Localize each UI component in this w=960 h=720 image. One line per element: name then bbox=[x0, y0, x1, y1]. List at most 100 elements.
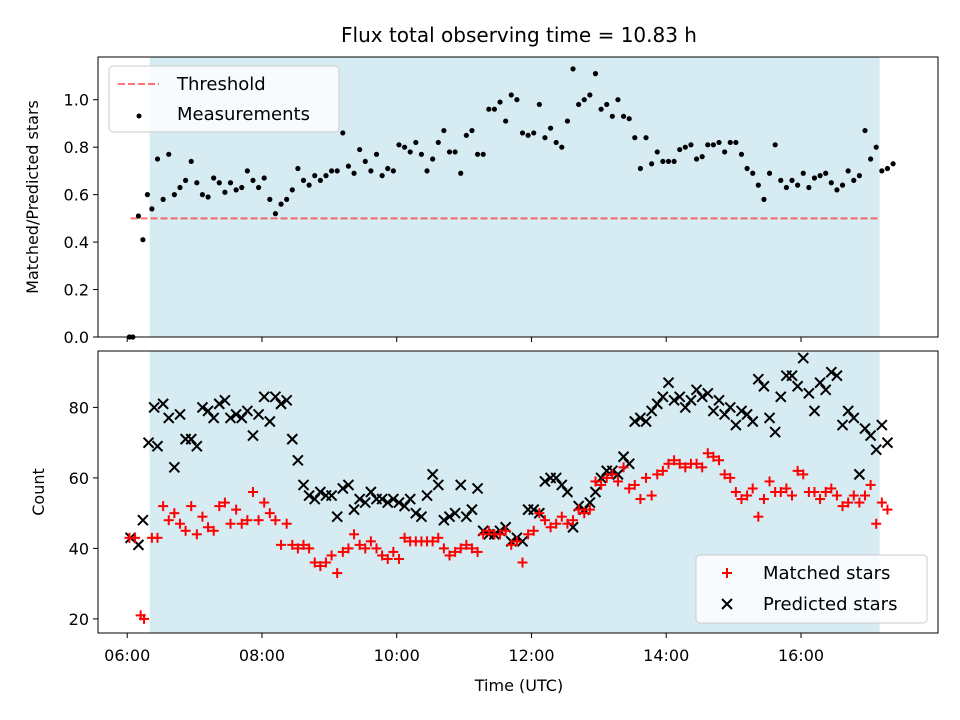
matched-point bbox=[826, 483, 837, 494]
matched-point bbox=[562, 518, 573, 529]
matched-point bbox=[876, 497, 887, 508]
measurement-point bbox=[576, 101, 582, 108]
x-stroke bbox=[353, 493, 366, 505]
predicted-point bbox=[157, 398, 169, 410]
x-stroke bbox=[449, 507, 461, 519]
predicted-point bbox=[247, 429, 259, 442]
x-stroke bbox=[870, 443, 882, 456]
x-stroke bbox=[881, 436, 894, 449]
predicted-point bbox=[819, 384, 832, 396]
x-stroke bbox=[645, 405, 658, 417]
measurement-point bbox=[665, 158, 672, 165]
x-stroke bbox=[741, 408, 753, 421]
legend-plus-marker bbox=[722, 568, 732, 578]
matched-point bbox=[152, 532, 163, 543]
measurement-point bbox=[469, 127, 475, 134]
matched-point bbox=[231, 504, 242, 515]
x-stroke bbox=[662, 377, 675, 389]
count-axes-frame bbox=[97, 350, 939, 634]
predicted-point bbox=[230, 408, 242, 421]
measurement-point bbox=[295, 165, 301, 172]
matched-point bbox=[775, 487, 786, 497]
ratio-y-tick-label: 0.0 bbox=[64, 328, 89, 347]
x-stroke bbox=[848, 412, 860, 424]
x-stroke bbox=[864, 429, 877, 442]
x-stroke bbox=[836, 419, 849, 431]
matched-point bbox=[225, 518, 236, 529]
measurement-point bbox=[491, 106, 498, 112]
predicted-points bbox=[124, 352, 894, 551]
matched-point bbox=[506, 539, 517, 550]
ratio-y-tick-label: 0.8 bbox=[64, 138, 89, 157]
x-stroke bbox=[185, 433, 197, 445]
predicted-point bbox=[398, 500, 411, 512]
predicted-point bbox=[848, 412, 860, 424]
predicted-point bbox=[769, 426, 781, 438]
x-stroke bbox=[831, 369, 843, 382]
x-stroke bbox=[314, 486, 327, 498]
measurement-point bbox=[693, 156, 700, 162]
x-stroke bbox=[297, 479, 310, 491]
x-stroke bbox=[819, 384, 832, 396]
measurement-points bbox=[126, 66, 896, 340]
x-stroke bbox=[696, 391, 708, 403]
predicted-point bbox=[808, 405, 821, 417]
measurement-point bbox=[722, 149, 728, 155]
matched-point bbox=[180, 525, 191, 536]
predicted-point bbox=[870, 443, 882, 456]
measurement-point bbox=[362, 158, 368, 165]
matched-point bbox=[641, 472, 652, 483]
matched-point bbox=[517, 557, 528, 568]
measurement-point bbox=[789, 177, 795, 183]
predicted-point bbox=[365, 486, 377, 498]
x-stroke bbox=[269, 391, 282, 403]
predicted-point bbox=[202, 405, 214, 417]
matched-point bbox=[270, 515, 281, 526]
predicted-point bbox=[471, 482, 484, 495]
matched-point bbox=[809, 487, 820, 497]
measurement-point bbox=[643, 135, 649, 141]
matched-point bbox=[714, 455, 725, 466]
matched-point bbox=[523, 529, 534, 540]
matched-point bbox=[837, 501, 848, 512]
x-stroke bbox=[797, 352, 809, 364]
count-x-tick-label: 06:00 bbox=[104, 646, 150, 665]
predicted-point bbox=[466, 503, 478, 516]
measurement-point bbox=[609, 113, 615, 119]
measurement-point bbox=[592, 71, 599, 77]
predicted-point bbox=[786, 369, 798, 382]
legend-matched-label: Matched stars bbox=[763, 563, 890, 584]
measurement-point bbox=[604, 101, 610, 108]
matched-point bbox=[618, 462, 629, 473]
matched-point bbox=[191, 529, 202, 540]
measurement-point bbox=[879, 168, 885, 174]
matched-point bbox=[674, 458, 685, 469]
legend-x-marker bbox=[721, 598, 733, 610]
predicted-point bbox=[589, 486, 602, 498]
matched-point bbox=[742, 490, 753, 501]
predicted-point bbox=[337, 482, 349, 495]
measurement-point bbox=[261, 175, 267, 181]
measurement-point bbox=[873, 144, 879, 150]
x-stroke bbox=[342, 479, 355, 491]
measurement-point bbox=[390, 168, 396, 174]
matched-point bbox=[371, 543, 382, 554]
predicted-point bbox=[645, 405, 658, 417]
measurement-point bbox=[570, 66, 576, 72]
x-stroke bbox=[791, 380, 804, 392]
predicted-point bbox=[309, 493, 321, 505]
predicted-point bbox=[207, 412, 220, 424]
x-stroke bbox=[690, 384, 703, 396]
matched-point bbox=[573, 504, 584, 515]
x-stroke bbox=[359, 496, 371, 509]
matched-point bbox=[680, 462, 691, 473]
matched-point bbox=[843, 497, 854, 508]
predicted-point bbox=[382, 496, 394, 509]
x-stroke bbox=[859, 422, 871, 435]
measurement-point bbox=[323, 173, 329, 179]
x-stroke bbox=[460, 510, 473, 523]
predicted-point bbox=[690, 384, 703, 396]
count-x-tick-label: 14:00 bbox=[643, 646, 689, 665]
x-stroke bbox=[213, 398, 225, 410]
measurement-point bbox=[710, 142, 717, 148]
